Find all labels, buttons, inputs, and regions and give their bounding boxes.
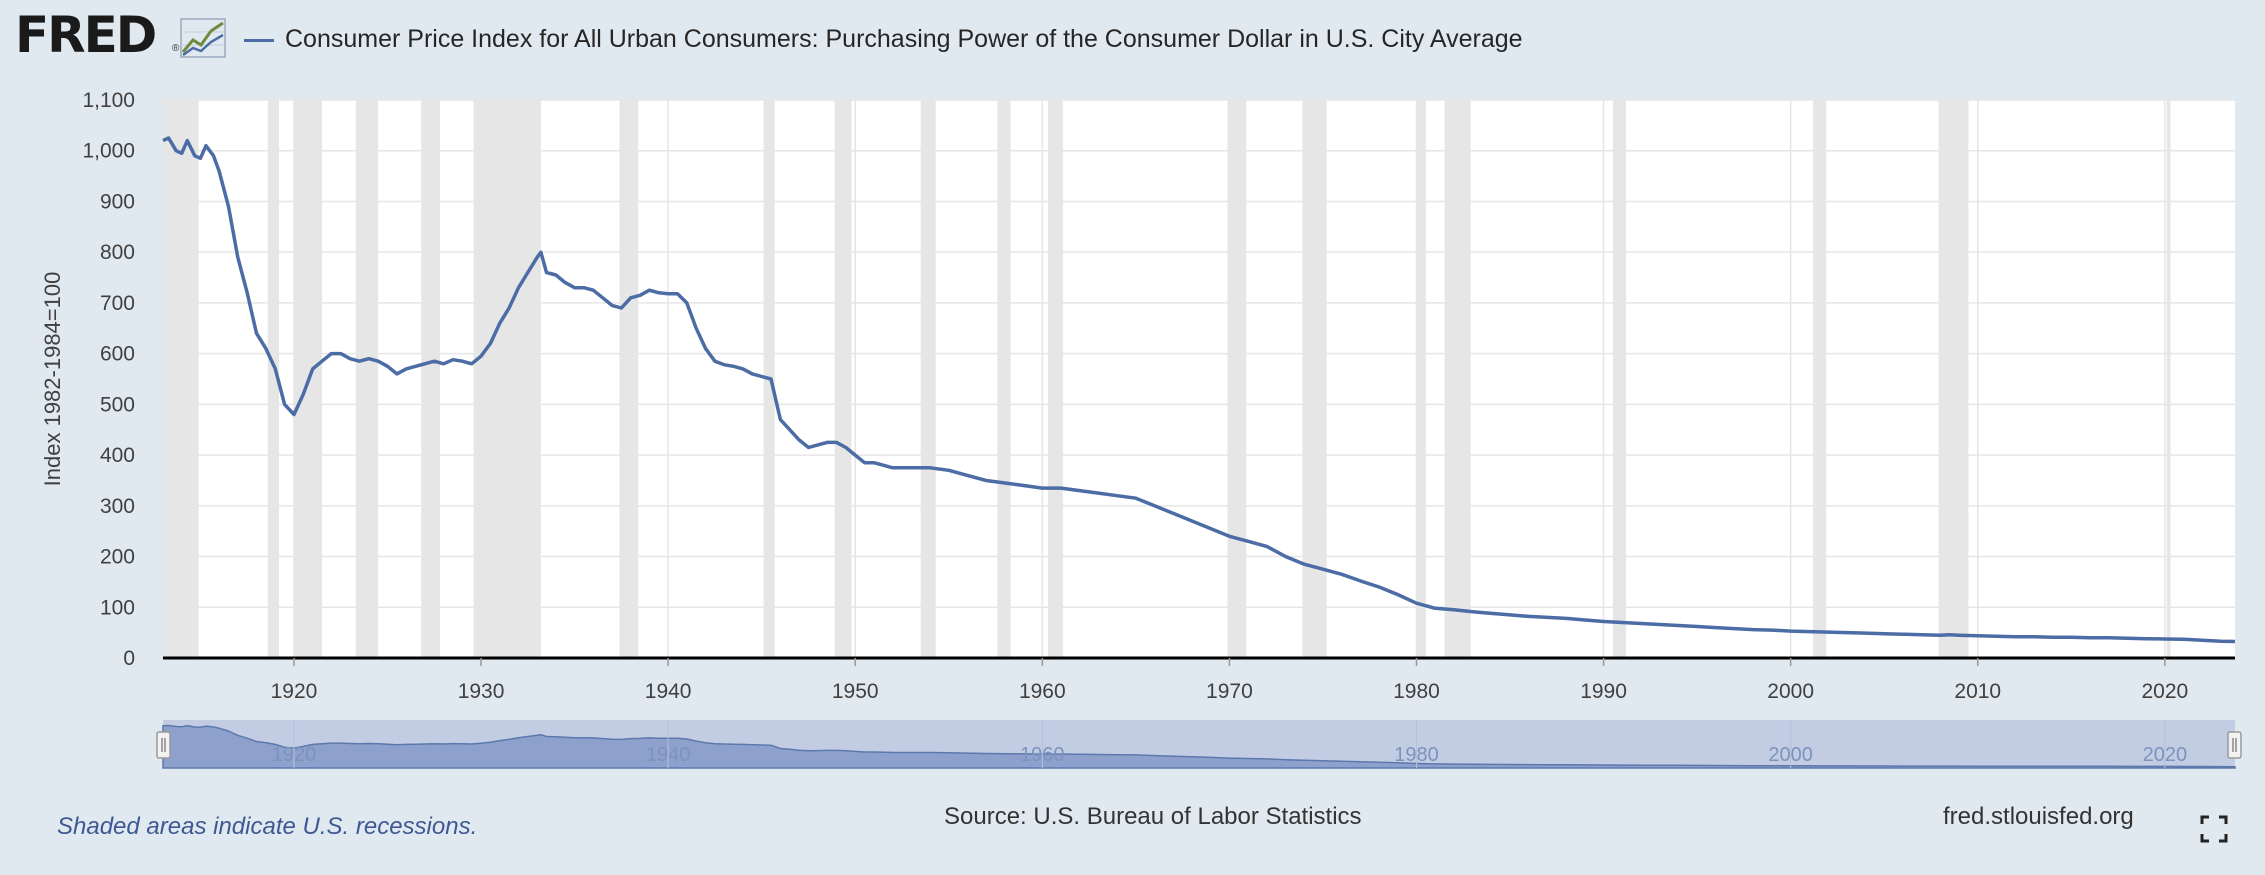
fred-logo[interactable]: FRED [15, 6, 157, 64]
y-tick-label: 600 [100, 343, 135, 366]
x-tick-label: 1960 [1019, 680, 1066, 703]
recession-band-5 [473, 100, 541, 658]
navigator-ticks: 1920 1940 1960 1980 2000 2020 [272, 720, 2187, 768]
navigator[interactable]: 1920 1940 1960 1980 2000 2020 [156, 720, 2242, 769]
recession-note: Shaded areas indicate U.S. recessions. [57, 813, 478, 840]
x-tick-label: 1920 [271, 680, 318, 703]
recession-band-19 [2166, 100, 2171, 658]
recession-band-13 [1302, 100, 1327, 658]
legend-series-swatch [244, 39, 274, 42]
recession-band-9 [920, 100, 936, 658]
chart-svg: 0 100 200 300 400 500 600 700 800 900 1,000 1,100 1… [40, 89, 2242, 769]
y-tick-label: 200 [100, 546, 135, 569]
navigator-tick-label: 1920 [272, 744, 317, 766]
recession-band-11 [1047, 100, 1063, 658]
recession-band-17 [1813, 100, 1827, 658]
line-chart-icon [180, 18, 226, 58]
x-tick-label: 1970 [1206, 680, 1253, 703]
recession-band-6 [619, 100, 639, 658]
recession-band-3 [355, 100, 379, 658]
navigator-left-handle[interactable] [156, 731, 171, 759]
x-tick-label: 1950 [832, 680, 879, 703]
chart-title: Consumer Price Index for All Urban Consu… [285, 25, 1523, 53]
navigator-tick-label: 2020 [2143, 744, 2188, 766]
y-axis-label: Index 1982-1984=100 [40, 272, 65, 487]
navigator-series-area [162, 724, 2236, 769]
x-tick-label: 1990 [1580, 680, 1627, 703]
vertical-gridlines [293, 100, 2166, 658]
recession-band-14 [1416, 100, 1426, 658]
recession-band-0 [163, 100, 199, 658]
x-tick-label: 1940 [645, 680, 692, 703]
recession-band-1 [267, 100, 279, 658]
x-tick-label: 1980 [1393, 680, 1440, 703]
recession-band-18 [1938, 100, 1969, 658]
chart-header: FRED ® Consumer Price Index for All Urba… [0, 0, 2265, 80]
recession-band-10 [997, 100, 1011, 658]
series-line[interactable] [162, 136, 2236, 644]
horizontal-gridlines [163, 99, 2235, 609]
recession-band-16 [1612, 100, 1627, 658]
y-tick-label: 0 [123, 647, 135, 670]
navigator-tick-label: 1960 [1020, 744, 1065, 766]
x-tick-label: 2010 [1954, 680, 2001, 703]
y-tick-label: 1,100 [82, 89, 135, 112]
y-tick-label: 300 [100, 495, 135, 518]
y-tick-label: 900 [100, 190, 135, 213]
recession-band-4 [421, 100, 440, 658]
navigator-tick-label: 1940 [646, 744, 691, 766]
recession-band-12 [1227, 100, 1247, 658]
recession-band-15 [1444, 100, 1471, 658]
navigator-tick-label: 2000 [1768, 744, 1813, 766]
x-axis-ticks: 1920 1930 1940 1950 1960 1970 1980 1990 2000 2010… [271, 658, 2188, 703]
logo-registered-mark: ® [172, 43, 180, 54]
fullscreen-icon[interactable] [2200, 815, 2228, 843]
y-tick-label: 500 [100, 393, 135, 416]
x-tick-label: 2000 [1767, 680, 1814, 703]
y-tick-label: 100 [100, 596, 135, 619]
x-tick-label: 2020 [2141, 680, 2188, 703]
y-tick-label: 800 [100, 241, 135, 264]
x-tick-label: 1930 [458, 680, 505, 703]
navigator-tick-label: 1980 [1394, 744, 1439, 766]
recession-band-8 [834, 100, 852, 658]
y-tick-label: 400 [100, 444, 135, 467]
navigator-right-handle[interactable] [2227, 731, 2242, 759]
y-tick-label: 1,000 [82, 140, 135, 163]
site-link[interactable]: fred.stlouisfed.org [1943, 803, 2134, 830]
source-note: Source: U.S. Bureau of Labor Statistics [944, 803, 1362, 830]
y-tick-label: 700 [100, 292, 135, 315]
y-axis-ticks: 0 100 200 300 400 500 600 700 800 900 1,000 1,100 [82, 89, 135, 670]
